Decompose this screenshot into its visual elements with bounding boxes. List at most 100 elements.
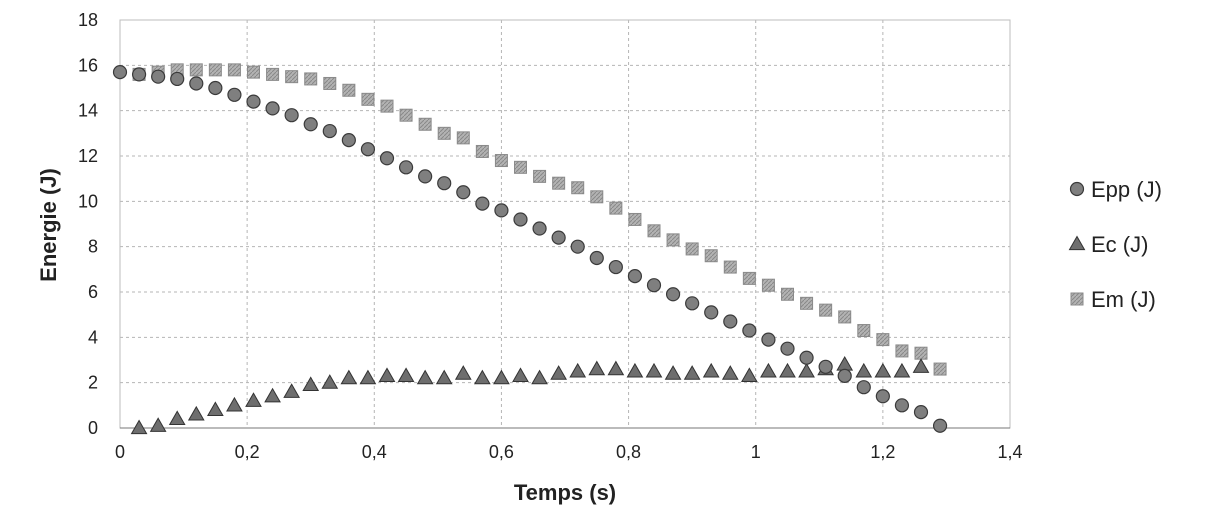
data-point-circle bbox=[704, 305, 719, 320]
y-tick-label: 12 bbox=[78, 146, 98, 166]
data-point-circle bbox=[837, 368, 852, 383]
x-tick-label: 0,6 bbox=[489, 442, 514, 462]
data-point-triangle bbox=[283, 383, 301, 398]
series-triangle bbox=[130, 356, 930, 435]
data-point-square bbox=[914, 346, 928, 360]
data-point-triangle bbox=[664, 365, 682, 380]
legend-label: Epp (J) bbox=[1091, 177, 1162, 202]
data-point-square bbox=[723, 260, 737, 274]
data-point-triangle bbox=[149, 417, 167, 432]
data-point-circle bbox=[322, 123, 337, 139]
data-point-triangle bbox=[168, 410, 186, 426]
data-point-triangle bbox=[416, 369, 434, 385]
data-point-circle bbox=[875, 389, 890, 404]
data-point-circle bbox=[398, 160, 414, 175]
x-tick-label: 0,2 bbox=[235, 442, 260, 462]
series-circle bbox=[112, 65, 948, 433]
y-tick-label: 18 bbox=[78, 10, 98, 30]
data-point-triangle bbox=[683, 365, 701, 380]
data-point-square bbox=[933, 362, 947, 376]
data-point-triangle bbox=[187, 405, 205, 421]
data-point-circle bbox=[227, 87, 242, 102]
data-point-circle bbox=[742, 323, 757, 338]
data-point-triangle bbox=[798, 362, 815, 378]
data-point-triangle bbox=[626, 362, 644, 378]
data-point-square bbox=[819, 303, 833, 317]
data-point-square bbox=[304, 72, 318, 86]
data-point-circle bbox=[170, 71, 185, 87]
data-point-triangle bbox=[893, 362, 911, 378]
data-point-triangle bbox=[569, 362, 587, 378]
x-tick-label: 1 bbox=[751, 442, 761, 462]
data-point-square bbox=[876, 333, 890, 347]
data-point-triangle bbox=[607, 360, 625, 376]
y-tick-label: 4 bbox=[88, 327, 98, 347]
x-tick-label: 1,2 bbox=[870, 442, 895, 462]
data-point-square bbox=[857, 324, 871, 338]
data-point-circle bbox=[437, 176, 452, 191]
data-point-triangle bbox=[321, 374, 339, 389]
y-tick-label: 6 bbox=[88, 282, 98, 302]
data-point-circle bbox=[475, 196, 490, 211]
y-tick-label: 8 bbox=[88, 237, 98, 257]
data-point-triangle bbox=[855, 362, 873, 378]
data-point-circle bbox=[303, 117, 318, 132]
data-point-square bbox=[342, 83, 356, 97]
data-point-square bbox=[380, 99, 394, 113]
data-point-square bbox=[418, 117, 432, 131]
data-point-circle bbox=[818, 359, 833, 374]
data-point-circle bbox=[665, 287, 681, 302]
legend-marker-square bbox=[1070, 292, 1084, 306]
data-point-square bbox=[208, 63, 222, 77]
data-point-square bbox=[742, 271, 756, 285]
data-point-circle bbox=[723, 314, 738, 329]
data-point-triangle bbox=[206, 401, 224, 416]
data-point-square bbox=[571, 181, 585, 195]
data-point-square bbox=[761, 278, 775, 292]
data-point-triangle bbox=[378, 367, 396, 382]
data-point-triangle bbox=[473, 369, 491, 385]
data-point-triangle bbox=[550, 365, 568, 380]
data-point-circle bbox=[189, 76, 204, 91]
data-point-square bbox=[628, 212, 642, 226]
data-point-triangle bbox=[912, 358, 930, 373]
data-point-triangle bbox=[512, 367, 529, 382]
data-point-square bbox=[456, 131, 470, 145]
data-point-triangle bbox=[721, 365, 739, 380]
data-point-square bbox=[227, 63, 241, 77]
data-point-triangle bbox=[874, 362, 892, 378]
data-point-square bbox=[895, 344, 909, 358]
data-point-square bbox=[685, 242, 699, 256]
grid bbox=[120, 19, 1011, 428]
data-point-circle bbox=[780, 341, 795, 356]
x-tick-label: 0 bbox=[115, 442, 125, 462]
data-point-triangle bbox=[302, 376, 320, 392]
data-point-triangle bbox=[435, 369, 453, 385]
y-tick-label: 10 bbox=[78, 191, 98, 211]
data-point-circle bbox=[685, 296, 700, 311]
legend-marker-triangle bbox=[1068, 235, 1086, 251]
data-point-triangle bbox=[588, 360, 606, 376]
data-point-triangle bbox=[245, 392, 262, 407]
y-tick-label: 16 bbox=[78, 55, 98, 75]
x-tick-label: 0,8 bbox=[616, 442, 641, 462]
data-point-square bbox=[533, 169, 547, 183]
data-marks bbox=[112, 63, 948, 435]
x-axis-title: Temps (s) bbox=[514, 480, 616, 505]
y-tick-label: 2 bbox=[88, 373, 98, 393]
data-point-circle bbox=[856, 380, 871, 395]
data-point-circle bbox=[112, 65, 128, 80]
data-point-circle bbox=[246, 94, 261, 109]
data-point-triangle bbox=[493, 369, 510, 385]
data-point-square bbox=[189, 63, 203, 77]
data-point-square bbox=[781, 287, 794, 301]
data-point-circle bbox=[494, 203, 509, 218]
data-point-circle bbox=[265, 101, 280, 116]
data-point-triangle bbox=[779, 362, 796, 378]
x-tick-label: 0,4 bbox=[362, 442, 387, 462]
data-point-square bbox=[838, 310, 852, 324]
x-tick-label: 1,4 bbox=[997, 442, 1022, 462]
data-point-triangle bbox=[531, 369, 548, 385]
data-point-square bbox=[666, 233, 680, 247]
